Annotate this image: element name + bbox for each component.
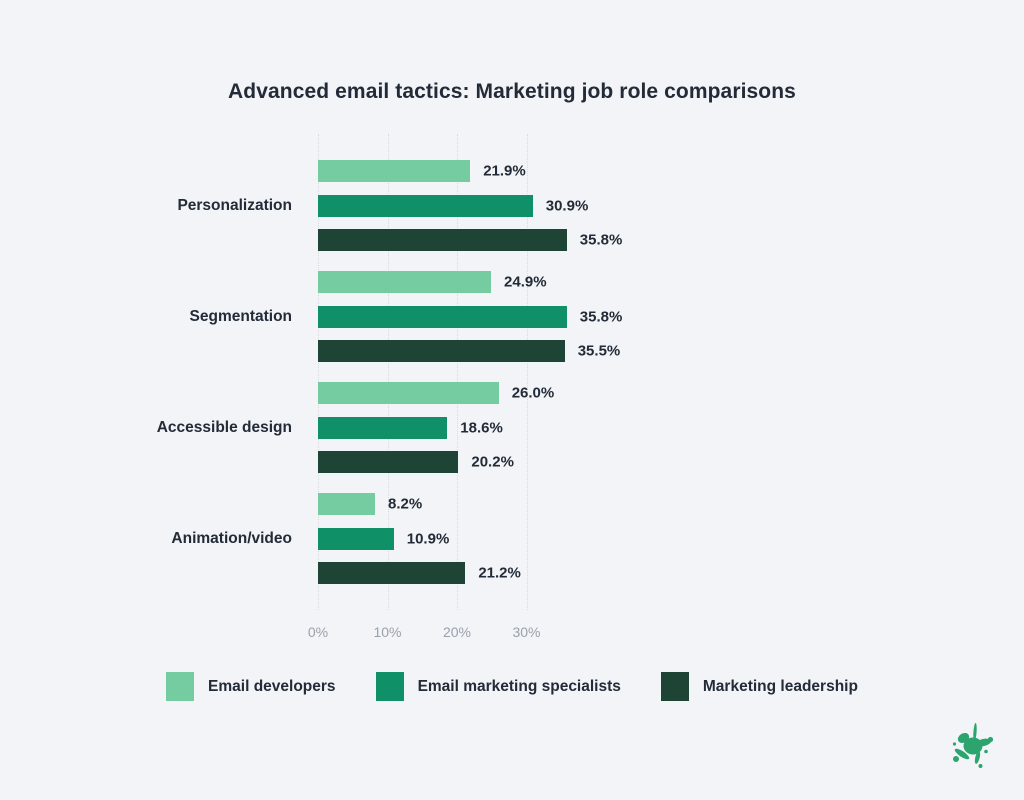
bar — [318, 451, 459, 473]
category-label: Personalization — [177, 196, 292, 214]
legend-item: Email marketing specialists — [375, 672, 621, 701]
legend-swatch — [375, 672, 404, 701]
bar — [318, 160, 471, 182]
value-label: 18.6% — [460, 419, 503, 436]
value-label: 26.0% — [511, 384, 555, 402]
x-tick-30%: 30% — [512, 624, 541, 640]
bar — [318, 305, 567, 328]
bar — [318, 562, 466, 584]
ink-splat-logo — [952, 723, 994, 768]
legend-item: Email developers — [166, 672, 336, 701]
legend-swatch — [660, 672, 689, 701]
x-tick-0%: 0% — [307, 624, 329, 640]
chart-legend: Email developers Email marketing speciali… — [0, 672, 1024, 701]
gridline-20% — [457, 134, 458, 610]
bar — [318, 493, 375, 515]
value-label: 21.2% — [478, 564, 521, 582]
category-label: Segmentation — [189, 307, 292, 325]
value-label: 20.2% — [471, 453, 514, 471]
value-label: 35.8% — [579, 231, 623, 249]
value-label: 30.9% — [545, 197, 589, 214]
gridline-30% — [526, 134, 528, 610]
x-tick-10%: 10% — [373, 624, 402, 640]
category-label: Accessible design — [156, 418, 292, 436]
value-label: 35.5% — [577, 342, 621, 360]
value-label: 21.9% — [483, 162, 526, 180]
value-label: 8.2% — [387, 495, 423, 513]
bar — [318, 382, 499, 404]
legend-label: Marketing leadership — [702, 677, 858, 695]
gridline-10% — [387, 134, 389, 610]
bar — [318, 416, 448, 439]
legend-label: Email developers — [208, 677, 336, 695]
bar — [318, 271, 492, 293]
legend-label: Email marketing specialists — [417, 677, 621, 695]
category-label: Animation/video — [171, 529, 292, 547]
chart-title: Advanced email tactics: Marketing job ro… — [228, 80, 796, 103]
bar — [318, 229, 567, 251]
legend-swatch — [166, 672, 195, 701]
value-label: 24.9% — [504, 273, 547, 291]
value-label: 35.8% — [579, 308, 623, 325]
bar — [318, 340, 565, 362]
x-tick-20%: 20% — [442, 624, 472, 640]
value-label: 10.9% — [406, 530, 450, 547]
legend-item: Marketing leadership — [660, 672, 858, 701]
bar — [318, 527, 394, 550]
gridline-0% — [318, 134, 319, 610]
bar — [318, 194, 533, 217]
